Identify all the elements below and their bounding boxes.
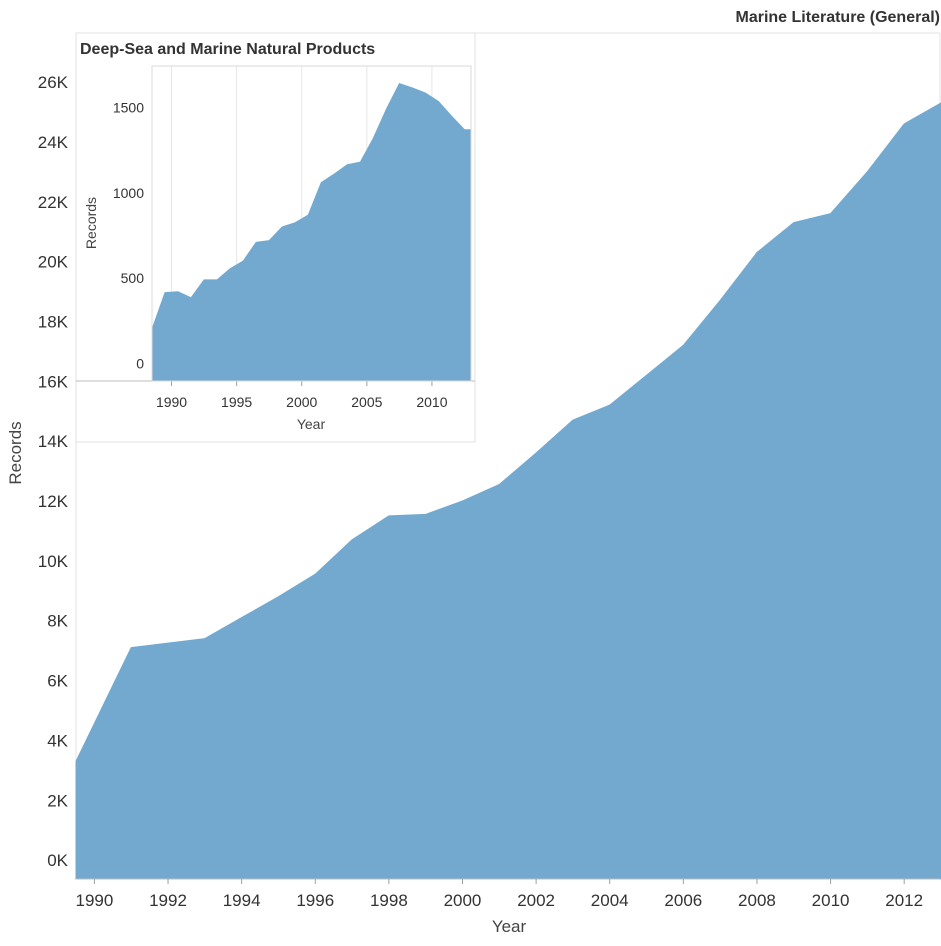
main-data-point <box>314 573 316 575</box>
inset-data-point <box>307 214 309 216</box>
main-data-point <box>866 171 868 173</box>
inset-data-point <box>372 137 374 139</box>
main-data-point <box>388 515 390 517</box>
inset-x-tick-label: 2010 <box>416 394 447 410</box>
main-y-tick-label: 26K <box>38 73 69 92</box>
main-data-point <box>351 539 353 541</box>
inset-data-point <box>242 260 244 262</box>
main-data-point <box>682 344 684 346</box>
main-data-point <box>240 616 242 618</box>
inset-data-point <box>398 82 400 84</box>
main-data-point <box>756 251 758 253</box>
main-x-tick-label: 1992 <box>149 891 187 910</box>
main-chart: 1990 1992 1994 1996 1998 2000 2002 2004 2006 2008… <box>6 9 941 936</box>
main-data-point <box>498 483 500 485</box>
main-x-tick-label: 2008 <box>738 891 776 910</box>
main-chart-title: Marine Literature (General) <box>736 9 941 26</box>
inset-data-point <box>385 108 387 110</box>
main-x-tick-label: 2012 <box>885 891 923 910</box>
main-y-tick-label: 24K <box>38 133 69 152</box>
main-data-point <box>829 212 831 214</box>
inset-data-point <box>281 226 283 228</box>
inset-x-tick-label: 1995 <box>221 394 252 410</box>
inset-data-point <box>359 161 361 163</box>
main-data-point <box>277 595 279 597</box>
inset-data-point <box>216 279 218 281</box>
main-data-point <box>645 374 647 376</box>
main-x-tick-label: 2002 <box>517 891 555 910</box>
main-x-tick-label: 1990 <box>75 891 113 910</box>
main-data-point <box>719 299 721 301</box>
inset-plot-area-border <box>151 65 472 382</box>
inset-data-point <box>437 100 439 102</box>
inset-y-tick-label: 0 <box>136 356 144 372</box>
inset-data-point <box>411 87 413 89</box>
main-data-point <box>130 646 132 648</box>
main-x-tick-label: 1994 <box>223 891 261 910</box>
inset-data-point <box>424 92 426 94</box>
main-data-point <box>461 500 463 502</box>
inset-data-point <box>346 163 348 165</box>
main-data-point <box>903 123 905 125</box>
inset-x-axis-title: Year <box>297 416 326 432</box>
main-x-tick-label: 2006 <box>664 891 702 910</box>
inset-data-point <box>203 279 205 281</box>
main-y-tick-label: 0K <box>47 851 68 870</box>
inset-x-tick-label: 2000 <box>286 394 317 410</box>
main-y-tick-label: 12K <box>38 492 69 511</box>
inset-x-tick-label: 1990 <box>156 394 187 410</box>
inset-data-point <box>450 115 452 117</box>
main-y-axis-title: Records <box>6 421 25 484</box>
main-data-point <box>204 637 206 639</box>
inset-y-tick-label: 1000 <box>113 185 144 201</box>
main-x-tick-label: 2010 <box>812 891 850 910</box>
main-x-tick-label: 2000 <box>444 891 482 910</box>
inset-x-tick-label: 2005 <box>351 394 382 410</box>
main-area-series <box>75 102 941 880</box>
main-y-tick-label: 4K <box>47 731 68 750</box>
main-x-tick-label: 2004 <box>591 891 629 910</box>
main-y-tick-label: 2K <box>47 791 68 810</box>
main-x-tick-label: 1996 <box>296 891 334 910</box>
inset-y-tick-label: 1500 <box>113 100 144 116</box>
inset-data-point <box>463 129 465 131</box>
inset-data-point <box>164 291 166 293</box>
main-data-point <box>793 221 795 223</box>
inset-chart-title: Deep-Sea and Marine Natural Products <box>80 41 375 58</box>
main-data-point <box>535 452 537 454</box>
main-y-tick-label: 14K <box>38 432 69 451</box>
inset-data-point <box>333 173 335 175</box>
inset-data-point <box>255 241 257 243</box>
main-x-tick-label: 1998 <box>370 891 408 910</box>
inset-y-tick-label: 500 <box>121 270 145 286</box>
main-y-tick-label: 22K <box>38 193 69 212</box>
main-y-tick-label: 10K <box>38 552 69 571</box>
main-y-tick-label: 8K <box>47 612 68 631</box>
inset-area-series <box>151 83 472 382</box>
main-x-axis-title: Year <box>492 917 527 936</box>
inset-data-point <box>268 239 270 241</box>
inset-chart: 1990 1995 2000 2005 2010 0 500 1000 1500 Year Reco… <box>75 32 476 443</box>
main-y-tick-label: 20K <box>38 253 69 272</box>
main-y-tick-label: 18K <box>38 312 69 331</box>
main-y-tick-label: 6K <box>47 672 68 691</box>
inset-data-point <box>177 291 179 293</box>
inset-y-axis-title: Records <box>83 197 99 249</box>
main-data-point <box>424 513 426 515</box>
main-data-point <box>572 419 574 421</box>
main-y-tick-label: 16K <box>38 372 69 391</box>
main-data-point <box>75 760 77 762</box>
main-data-point <box>609 404 611 406</box>
inset-data-point <box>320 181 322 183</box>
inset-data-point <box>294 222 296 224</box>
inset-data-point <box>229 268 231 270</box>
inset-data-point <box>190 297 192 299</box>
